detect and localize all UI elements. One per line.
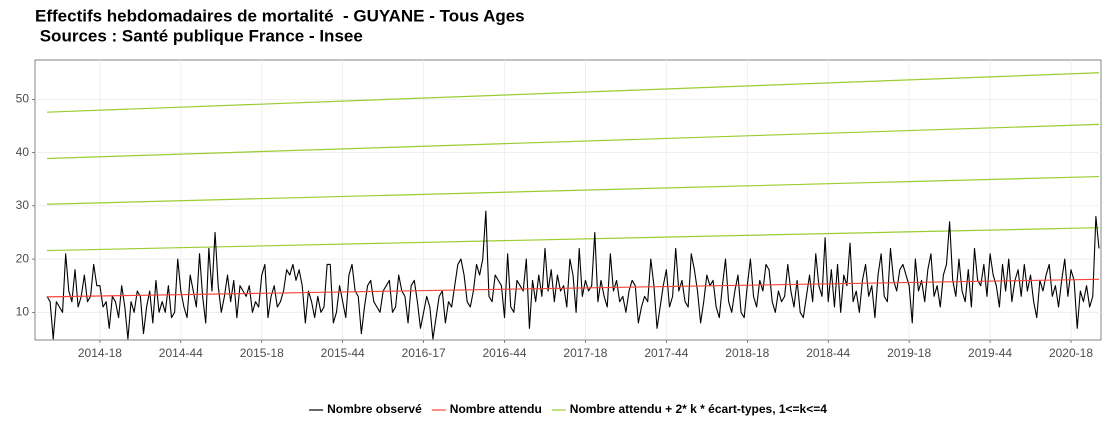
x-tick-label: 2020-18 <box>1049 346 1093 360</box>
x-tick-label: 2014-18 <box>78 346 122 360</box>
y-tick-label: 40 <box>16 145 30 159</box>
expected-line <box>46 278 1100 298</box>
x-tick-label: 2018-44 <box>806 346 850 360</box>
x-tick-label: 2019-44 <box>968 346 1012 360</box>
chart-subtitle: Sources : Santé publique France - Insee <box>35 26 363 45</box>
data-line <box>46 210 1100 340</box>
chart-title: Effectifs hebdomadaires de mortalité - G… <box>35 6 525 25</box>
y-tick-label: 20 <box>16 251 30 265</box>
x-tick-label: 2015-18 <box>240 346 284 360</box>
threshold-line <box>46 123 1100 160</box>
x-tick-label: 2016-44 <box>483 346 527 360</box>
legend: Nombre observé Nombre attendu Nombre atten… <box>309 402 827 416</box>
x-tick-label: 2017-18 <box>563 346 607 360</box>
plot-layer <box>35 60 1101 340</box>
x-tick-label: 2015-44 <box>321 346 365 360</box>
threshold-line <box>46 72 1100 113</box>
x-tick-label: 2014-44 <box>159 346 203 360</box>
y-tick-label: 50 <box>16 92 30 106</box>
threshold-line <box>46 175 1100 205</box>
threshold-line <box>46 227 1100 252</box>
y-tick-label: 10 <box>16 304 30 318</box>
legend-label: Nombre observé <box>327 402 422 416</box>
legend-label: Nombre attendu + 2* k * écart-types, 1<=… <box>570 402 827 416</box>
x-tick-label: 2016-17 <box>402 346 446 360</box>
y-tick-label: 30 <box>16 198 30 212</box>
x-tick-label: 2019-18 <box>887 346 931 360</box>
x-tick-label: 2017-44 <box>644 346 688 360</box>
legend-label: Nombre attendu <box>450 402 542 416</box>
x-tick-label: 2018-18 <box>725 346 769 360</box>
